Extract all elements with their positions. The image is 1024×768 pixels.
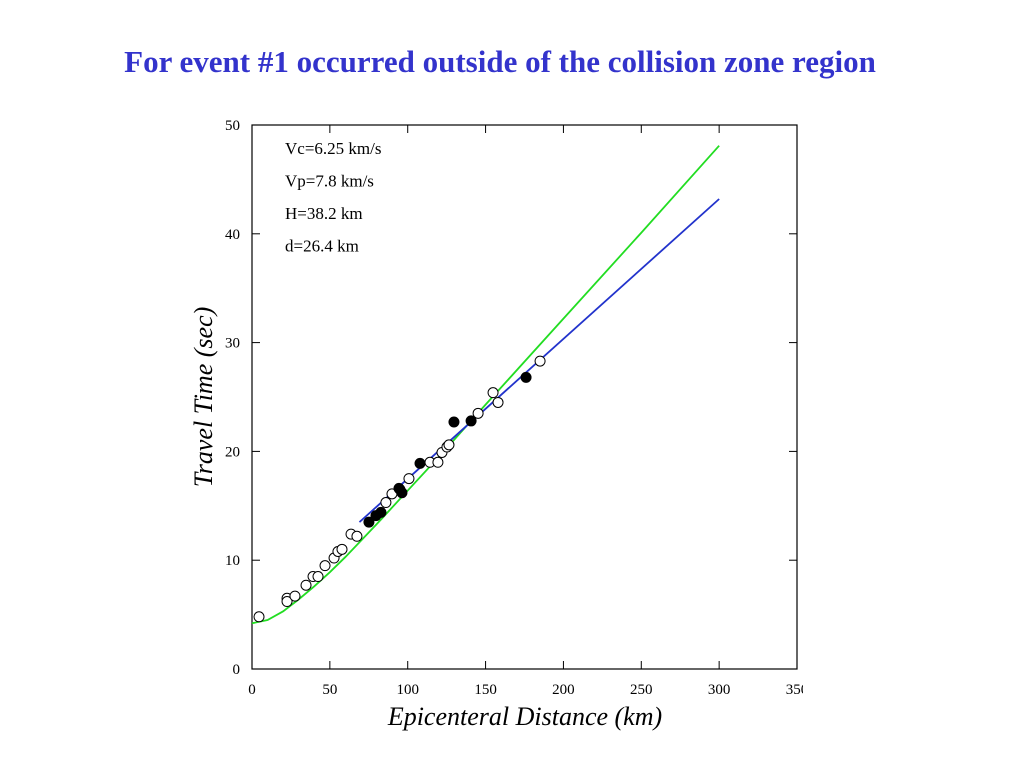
y-tick-label: 30 <box>225 336 240 352</box>
x-tick-label: 150 <box>474 682 497 698</box>
data-point <box>363 516 375 528</box>
data-point <box>492 396 504 408</box>
plot-frame <box>251 124 798 670</box>
x-tick-label: 300 <box>708 682 731 698</box>
annotation: d=26.4 km <box>285 237 359 256</box>
data-point <box>380 497 392 509</box>
annotation: Vc=6.25 km/s <box>285 139 381 158</box>
data-point <box>487 387 499 399</box>
data-point <box>396 487 408 499</box>
curve <box>251 145 720 625</box>
x-axis-label: Epicenteral Distance (km) <box>387 702 662 731</box>
data-point <box>336 543 348 555</box>
data-point <box>472 407 484 419</box>
data-point <box>465 415 477 427</box>
data-point <box>520 371 532 383</box>
y-tick-label: 10 <box>225 553 240 569</box>
data-point <box>289 590 301 602</box>
data-point <box>443 439 455 451</box>
data-point <box>281 596 293 608</box>
x-tick-label: 200 <box>552 682 575 698</box>
x-tick-label: 50 <box>322 682 337 698</box>
data-point <box>432 456 444 468</box>
y-tick-label: 0 <box>233 662 241 678</box>
y-tick-label: 20 <box>225 444 240 460</box>
annotation: H=38.2 km <box>285 204 363 223</box>
data-point <box>448 416 460 428</box>
data-point <box>414 457 426 469</box>
annotation: Vp=7.8 km/s <box>285 172 374 191</box>
data-point <box>312 571 324 583</box>
data-point <box>300 579 312 591</box>
y-tick-label: 50 <box>225 118 240 134</box>
data-point <box>351 530 363 542</box>
y-tick-label: 40 <box>225 227 240 243</box>
x-tick-label: 0 <box>248 682 256 698</box>
data-point <box>403 473 415 485</box>
slide-title: For event #1 occurred outside of the col… <box>124 44 876 79</box>
data-point <box>319 560 331 572</box>
data-point <box>534 355 546 367</box>
x-tick-label: 100 <box>396 682 419 698</box>
x-tick-label: 350 <box>786 682 809 698</box>
x-tick-label: 250 <box>630 682 653 698</box>
data-point <box>375 506 387 518</box>
data-point <box>253 611 265 623</box>
y-axis-label: Travel Time (sec) <box>189 307 218 488</box>
